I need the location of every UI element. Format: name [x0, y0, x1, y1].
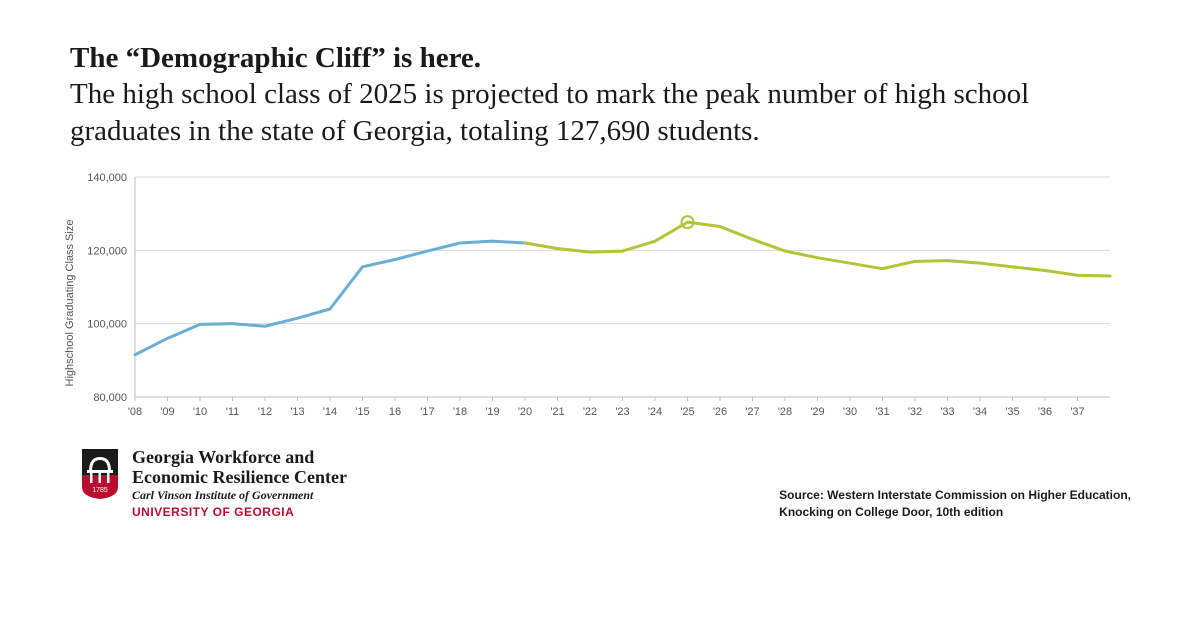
x-tick-label: '14 — [323, 406, 337, 418]
x-tick-label: '21 — [550, 406, 564, 418]
x-tick-label: '12 — [258, 406, 272, 418]
x-tick-label: '25 — [680, 406, 694, 418]
source-line2: Knocking on College Door, 10th edition — [779, 505, 1003, 519]
logo-line3: UNIVERSITY OF GEORGIA — [132, 506, 347, 520]
logo-line1b: Economic Resilience Center — [132, 467, 347, 488]
headline-rest: The high school class of 2025 is project… — [70, 78, 1029, 146]
y-tick-label: 140,000 — [87, 172, 127, 184]
x-tick-label: '24 — [648, 406, 662, 418]
x-tick-label: '37 — [1070, 406, 1084, 418]
x-tick-label: '33 — [940, 406, 954, 418]
x-tick-label: '15 — [355, 406, 369, 418]
x-tick-label: '11 — [226, 406, 240, 418]
x-tick-label: '20 — [518, 406, 532, 418]
x-tick-label: '09 — [160, 406, 174, 418]
x-tick-label: '23 — [615, 406, 629, 418]
x-tick-label: '29 — [810, 406, 824, 418]
x-tick-label: '35 — [1005, 406, 1019, 418]
x-tick-label: '36 — [1038, 406, 1052, 418]
y-tick-label: 80,000 — [93, 392, 127, 404]
uga-shield-icon: 1785 — [80, 447, 120, 499]
source-line1: Source: Western Interstate Commission on… — [779, 488, 1131, 502]
x-tick-label: '34 — [973, 406, 987, 418]
x-tick-label: '22 — [583, 406, 597, 418]
headline-bold: The “Demographic Cliff” is here. — [70, 42, 481, 74]
x-tick-label: '30 — [843, 406, 857, 418]
chart: Highschool Graduating Class Size 80,0001… — [80, 167, 1131, 427]
x-tick-label: '31 — [875, 406, 889, 418]
chart-svg: 80,000 100,000 120,000 140,000 '08 '09 '10 '11 '… — [80, 167, 1120, 427]
x-tick-label: '17 — [420, 406, 434, 418]
x-tick-label: '10 — [193, 406, 207, 418]
line-projected — [525, 222, 1110, 276]
x-tick-label: '13 — [290, 406, 304, 418]
headline: The “Demographic Cliff” is here. The hig… — [70, 40, 1131, 149]
line-actual — [135, 241, 525, 355]
x-tick-label: '28 — [778, 406, 792, 418]
x-tick-label: '32 — [908, 406, 922, 418]
x-tick-label: '26 — [713, 406, 727, 418]
x-tick-label: '08 — [128, 406, 142, 418]
x-tick-label: '27 — [745, 406, 759, 418]
y-axis-label: Highschool Graduating Class Size — [64, 219, 76, 386]
x-tick-label: '18 — [453, 406, 467, 418]
y-tick-label: 100,000 — [87, 318, 127, 330]
shield-year: 1785 — [92, 487, 108, 494]
x-tick-label: 16 — [389, 406, 401, 418]
source-text: Source: Western Interstate Commission on… — [779, 487, 1131, 519]
logo-line2: Carl Vinson Institute of Government — [132, 489, 347, 503]
logo-line1a: Georgia Workforce and — [132, 447, 347, 468]
logo-block: 1785 Georgia Workforce and Economic Resi… — [80, 447, 347, 520]
y-tick-label: 120,000 — [87, 245, 127, 257]
x-tick-label: '19 — [485, 406, 499, 418]
